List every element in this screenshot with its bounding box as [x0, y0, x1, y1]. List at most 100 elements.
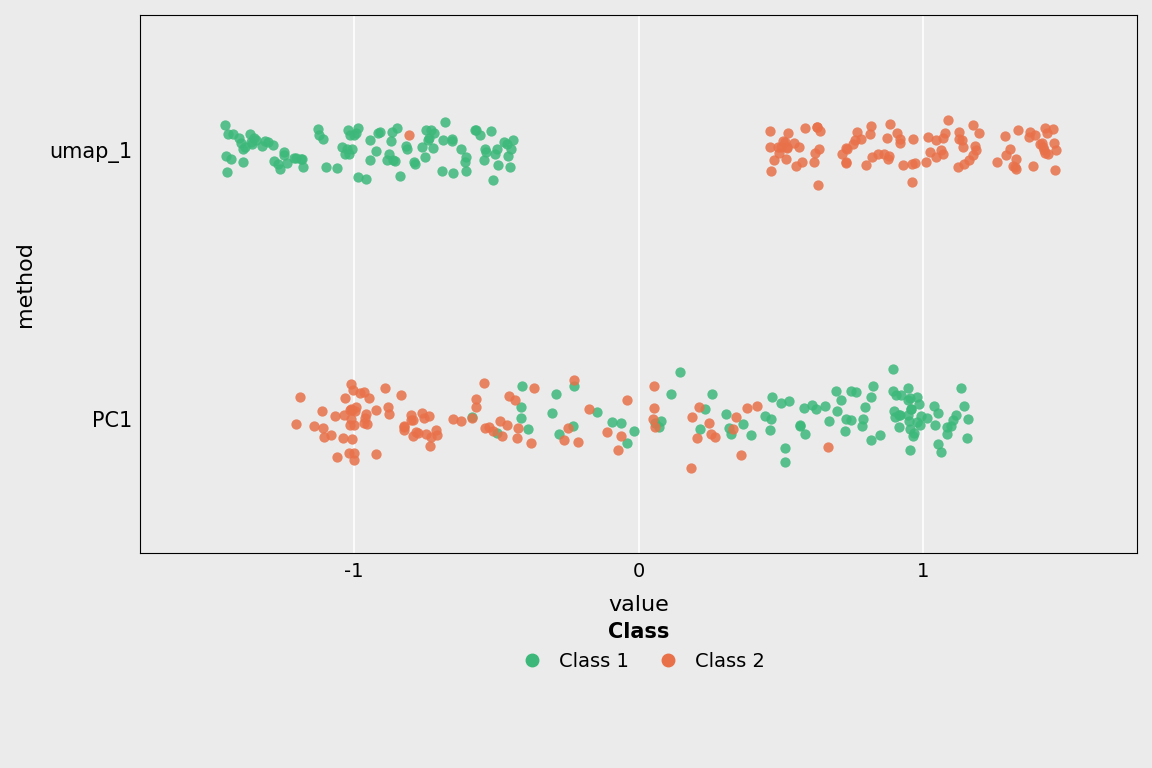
Point [863, 151, 881, 163]
Point [247, 134, 265, 146]
Point [455, 156, 473, 168]
Point [890, 409, 909, 422]
Point [477, 145, 495, 157]
Point [820, 415, 839, 427]
Point [550, 428, 568, 440]
Point [335, 148, 354, 161]
Point [323, 429, 341, 442]
Legend: Class 1, Class 2: Class 1, Class 2 [505, 614, 773, 678]
Point [672, 366, 690, 379]
Point [404, 414, 423, 426]
Point [234, 144, 252, 156]
Point [833, 147, 851, 160]
Point [1003, 161, 1022, 173]
Point [803, 399, 821, 411]
Point [370, 125, 388, 137]
Point [444, 412, 462, 425]
Point [341, 413, 359, 425]
Point [918, 412, 937, 425]
Point [341, 419, 359, 432]
Point [1020, 131, 1038, 143]
Point [397, 143, 416, 155]
Point [310, 129, 328, 141]
Point [690, 401, 708, 413]
Point [334, 432, 353, 445]
Point [791, 419, 810, 432]
Point [785, 137, 803, 149]
Point [765, 154, 783, 166]
Point [361, 154, 379, 167]
Point [796, 122, 814, 134]
Point [644, 413, 662, 425]
Point [775, 442, 794, 455]
Point [884, 362, 902, 375]
Point [805, 156, 824, 168]
Point [911, 410, 930, 422]
Point [844, 137, 863, 150]
Point [467, 401, 485, 413]
Point [910, 398, 929, 410]
Point [343, 383, 362, 396]
Point [499, 390, 517, 402]
Point [508, 432, 526, 444]
Point [412, 141, 431, 154]
Point [682, 462, 700, 474]
Point [328, 452, 347, 464]
Point [874, 147, 893, 160]
Point [901, 444, 919, 456]
Point [886, 411, 904, 423]
Point [402, 414, 420, 426]
Point [838, 143, 856, 155]
Point [899, 409, 917, 422]
Point [889, 409, 908, 421]
Point [1031, 137, 1049, 150]
Point [911, 419, 930, 432]
Point [333, 141, 351, 154]
Point [732, 449, 750, 461]
Point [778, 153, 796, 165]
Point [317, 161, 335, 173]
Point [265, 154, 283, 167]
Point [942, 419, 961, 432]
Point [908, 391, 926, 403]
Point [842, 414, 861, 426]
Point [394, 424, 412, 436]
Point [890, 421, 909, 433]
Point [770, 147, 788, 160]
Point [341, 129, 359, 141]
Point [419, 131, 438, 144]
Point [791, 419, 810, 432]
Point [1033, 141, 1052, 153]
Point [382, 126, 401, 138]
Point [379, 148, 397, 161]
Point [498, 419, 516, 431]
Point [780, 395, 798, 407]
Point [947, 409, 965, 422]
Point [894, 159, 912, 171]
Point [793, 156, 811, 168]
Point [423, 124, 441, 136]
Point [304, 420, 323, 432]
Point [644, 380, 662, 392]
Point [340, 148, 358, 161]
Point [427, 429, 446, 441]
Point [355, 386, 373, 399]
Point [806, 147, 825, 159]
Point [688, 432, 706, 445]
Point [852, 419, 871, 432]
Point [416, 151, 434, 163]
Point [938, 422, 956, 434]
Point [899, 394, 917, 406]
Point [499, 151, 517, 163]
Point [338, 144, 356, 156]
Point [871, 429, 889, 441]
Point [457, 151, 476, 163]
Point [340, 447, 358, 459]
Point [513, 380, 531, 392]
Point [602, 416, 621, 429]
Point [342, 144, 361, 156]
Point [490, 159, 508, 171]
Point [334, 409, 353, 421]
Point [787, 161, 805, 173]
Point [500, 161, 518, 173]
